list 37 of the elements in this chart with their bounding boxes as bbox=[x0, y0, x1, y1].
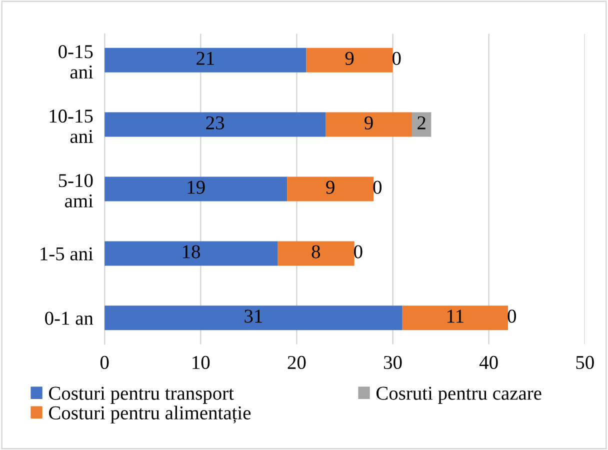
y-tick-label: 1-5 ani bbox=[40, 247, 94, 260]
bar bbox=[326, 112, 412, 137]
bar bbox=[104, 48, 306, 72]
bar bbox=[306, 48, 393, 72]
bar bbox=[412, 112, 432, 137]
y-tick-label: 5-10 ami bbox=[58, 174, 94, 208]
data-label: 8 bbox=[312, 245, 320, 258]
x-tick-label: 10 bbox=[192, 356, 210, 370]
bar bbox=[104, 306, 402, 330]
bar bbox=[104, 112, 326, 137]
bar bbox=[287, 176, 374, 202]
y-tick-label: 10-15 ani bbox=[50, 110, 94, 144]
data-label: 11 bbox=[448, 310, 464, 323]
data-label: 23 bbox=[206, 116, 224, 130]
x-tick-label: 0 bbox=[100, 356, 109, 370]
x-tick-label: 20 bbox=[288, 356, 306, 370]
legend-label: Costuri pentru transport bbox=[49, 386, 234, 404]
y-tick-label: 0-1 an bbox=[45, 312, 94, 325]
data-label: 9 bbox=[345, 52, 354, 65]
data-label: 2 bbox=[418, 116, 426, 130]
data-label: 19 bbox=[188, 180, 205, 194]
x-tick-label: 50 bbox=[576, 356, 594, 370]
bar bbox=[402, 306, 508, 330]
legend-label: Costuri pentru alimentație bbox=[49, 406, 251, 424]
data-label: 0 bbox=[392, 52, 401, 65]
legend-label: Cosruti pentru cazare bbox=[376, 386, 542, 404]
bar bbox=[277, 241, 354, 266]
bar bbox=[104, 176, 288, 202]
data-label: 21 bbox=[196, 52, 214, 65]
data-label: 31 bbox=[244, 310, 262, 323]
x-tick-label: 30 bbox=[384, 356, 402, 370]
y-tick-label: 0-15 ani bbox=[58, 45, 94, 79]
data-label: 18 bbox=[183, 245, 200, 258]
data-label: 9 bbox=[364, 116, 373, 130]
data-label: 9 bbox=[326, 180, 334, 194]
bar bbox=[104, 241, 278, 266]
x-tick-label: 40 bbox=[479, 356, 498, 370]
